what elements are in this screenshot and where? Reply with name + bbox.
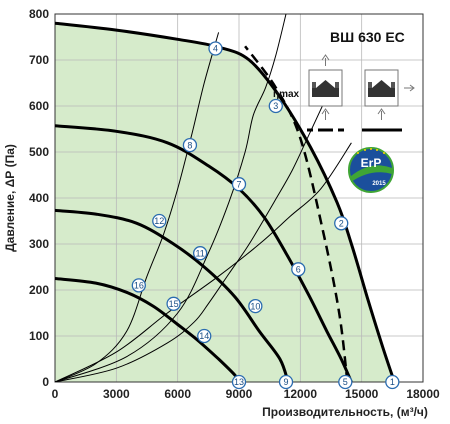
operating-point: 2: [334, 216, 349, 231]
operating-point-marker: [248, 298, 263, 314]
operating-point: 13: [231, 374, 247, 390]
erp-2015-logo: ErP 2015: [348, 147, 394, 193]
system-curve: [55, 32, 220, 382]
fan-curve: [55, 208, 290, 382]
eta-max-curve: [244, 45, 349, 382]
operating-point-marker: [268, 98, 283, 114]
fan-curve: [55, 124, 353, 382]
y-tick-label: 700: [29, 53, 49, 67]
operating-point-label: 15: [169, 299, 179, 309]
operating-point-marker: [197, 328, 212, 344]
svg-text:2015: 2015: [372, 181, 386, 187]
y-axis-title: Давление, ΔР (Па): [3, 144, 17, 252]
operating-point: 16: [131, 278, 146, 293]
operating-point-label: 14: [199, 331, 209, 341]
operating-point-label: 2: [339, 219, 344, 229]
x-tick-label: 0: [52, 387, 59, 401]
operating-point-marker: [131, 278, 146, 293]
eta-max-curve-group: [244, 45, 349, 382]
x-tick-label: 15000: [345, 387, 379, 401]
y-tick-label: 0: [42, 375, 49, 389]
operating-point-label: 9: [284, 377, 289, 387]
operating-point-marker: [193, 246, 208, 261]
y-tick-labels: 0 100 200 300 400 500 600 700 800: [29, 7, 49, 389]
x-tick-label: 12000: [284, 387, 318, 401]
operating-point-marker: [231, 177, 247, 192]
operating-point: 5: [338, 374, 353, 390]
operating-point-marker: [278, 374, 294, 390]
y-tick-label: 800: [29, 7, 49, 21]
x-tick-label: 18000: [406, 387, 440, 401]
x-axis-title: Производительность, (м³/ч): [262, 405, 428, 419]
operating-point-marker: [152, 213, 167, 229]
operating-point-label: 4: [213, 44, 218, 54]
y-tick-label: 500: [29, 145, 49, 159]
operating-point-label: 7: [236, 179, 241, 189]
operating-point: 12: [152, 213, 167, 229]
operating-point-marker: [291, 262, 306, 277]
operating-point-label: 8: [187, 140, 192, 150]
x-tick-label: 9000: [226, 387, 253, 401]
y-tick-label: 100: [29, 329, 49, 343]
operating-point-label: 1: [390, 377, 395, 387]
operating-point-marker: [338, 374, 353, 390]
fan-box-left-icon: [307, 54, 344, 132]
model-title: ВШ 630 ЕС: [330, 29, 405, 45]
system-curve: [55, 87, 332, 382]
operating-point-label: 16: [134, 281, 144, 291]
operating-point-label: 12: [154, 216, 164, 226]
operating-point: 7: [231, 177, 247, 192]
installation-diagram-icon: [307, 54, 415, 132]
fan-curve: [55, 21, 396, 382]
operating-point: 3: [268, 98, 283, 114]
operating-point-label: 3: [273, 101, 278, 111]
eta-max-label: ηmax: [273, 89, 300, 100]
operating-point-label: 5: [343, 377, 348, 387]
operating-point-marker: [231, 374, 247, 390]
operating-point-marker: [334, 216, 349, 231]
operating-point-marker: [208, 41, 223, 56]
x-tick-label: 3000: [103, 387, 130, 401]
operating-point-marker: [182, 137, 198, 153]
y-tick-label: 200: [29, 283, 49, 297]
operating-point-label: 13: [234, 377, 244, 387]
fan-curves: [55, 21, 396, 382]
working-area-fill: [55, 23, 395, 382]
operating-point: 11: [193, 246, 208, 261]
y-tick-label: 300: [29, 237, 49, 251]
operating-point: 1: [385, 374, 400, 390]
system-curve: [55, 142, 352, 382]
svg-text:ErP: ErP: [361, 156, 382, 170]
fan-curve: [55, 277, 241, 382]
operating-point-label: 11: [195, 248, 204, 258]
operating-point-marker: [385, 374, 400, 390]
operating-point-label: 6: [296, 265, 301, 275]
operating-point-label: 10: [250, 301, 260, 311]
x-tick-labels: 0 3000 6000 9000 12000 15000 18000: [52, 387, 440, 401]
fan-box-right-icon: [362, 69, 415, 132]
operating-point: 9: [278, 374, 294, 390]
y-tick-label: 600: [29, 99, 49, 113]
operating-point: 6: [291, 262, 306, 277]
operating-point: 14: [197, 328, 212, 344]
y-tick-label: 400: [29, 191, 49, 205]
operating-point: 8: [182, 137, 198, 153]
operating-point: 10: [248, 298, 263, 314]
operating-point-marker: [166, 296, 181, 311]
x-tick-label: 6000: [164, 387, 191, 401]
operating-point: 15: [166, 296, 181, 311]
operating-point: 4: [208, 41, 223, 56]
